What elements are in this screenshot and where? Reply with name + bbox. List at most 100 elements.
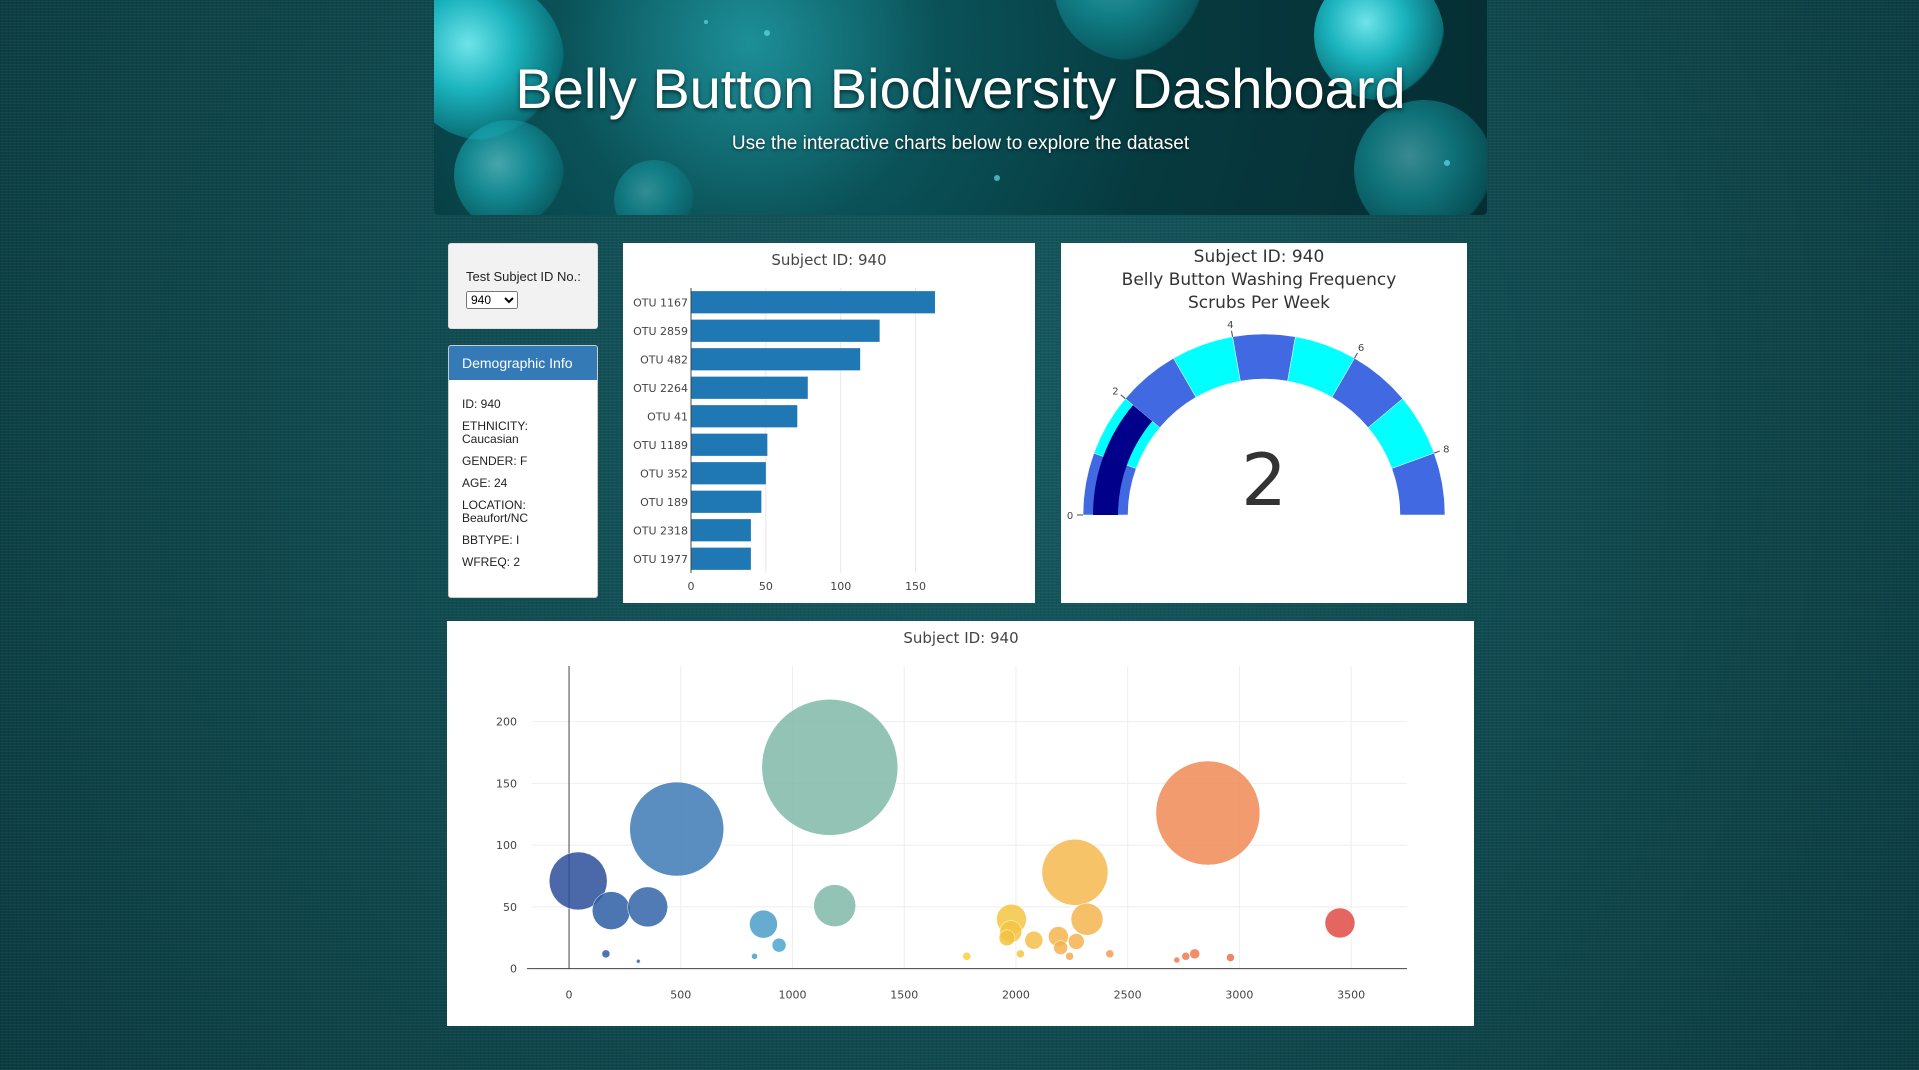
bubble-point [751,953,758,960]
demo-location: LOCATION: Beaufort/NC [462,498,529,525]
bar-category-label: OTU 482 [640,353,688,366]
bubble-point [749,909,778,939]
subject-selector-panel: Test Subject ID No.: 940 [448,243,598,329]
bar-category-label: OTU 2859 [633,325,688,338]
gauge-title-line: Subject ID: 940 [1194,247,1325,267]
virus-decoration [1314,0,1444,100]
gauge-band [1391,452,1446,516]
bubble-point [1155,760,1261,866]
bar-chart: Subject ID: 940 0 50 100 150 OTU 1167 OTU 2859… [633,251,936,593]
demo-bbtype: BBTYPE: I [462,533,520,547]
bar [691,433,768,456]
bar-x-tick-label: 0 [688,580,695,593]
gauge-tick [1120,394,1126,400]
bubble-point [627,886,668,928]
bubble-point [592,891,631,930]
spark-decoration [1444,160,1450,166]
bubble-point [1105,949,1115,959]
bubble-point [1053,940,1068,955]
virus-decoration [614,160,694,215]
bar-category-label: OTU 2264 [633,382,688,395]
bar-category-label: OTU 189 [640,496,688,509]
bubble-point [1324,907,1356,939]
bubble-point [998,929,1016,947]
bubble-chart-title: Subject ID: 940 [903,629,1018,647]
bubble-x-tick-label: 0 [566,989,573,1002]
subject-selector-label: Test Subject ID No.: [466,269,581,284]
virus-decoration [1354,100,1487,215]
bubble-point [548,851,608,911]
bubble-point [1226,953,1235,962]
spark-decoration [994,175,1000,181]
gauge-chart-panel: Subject ID: 940 Belly Button Washing Freq… [1061,243,1467,603]
demo-ethnicity: ETHNICITY: Caucasian [462,419,529,446]
spark-decoration [704,20,708,24]
bar-x-tick-label: 150 [905,580,926,593]
virus-decoration [454,120,564,215]
bubble-point [1024,930,1044,950]
bar [691,462,766,485]
demo-age: AGE: 24 [462,476,508,490]
bar-category-label: OTU 1977 [633,553,688,566]
gauge-tick [1354,352,1358,359]
bubble-point [1065,952,1074,961]
gauge-tick-label: 4 [1227,320,1233,331]
bar-x-tick-label: 50 [759,580,773,593]
bubble-x-tick-label: 3000 [1225,989,1253,1002]
demo-id: ID: 940 [462,397,501,411]
gauge-tick-label: 6 [1358,343,1364,354]
bubble-y-tick-label: 100 [496,839,517,852]
demographic-info-body: ID: 940 ETHNICITY: Caucasian GENDER: F A… [449,380,597,569]
bar [691,405,798,428]
subject-id-select[interactable]: 940 [466,291,518,309]
bubble-x-tick-label: 3500 [1337,989,1365,1002]
bar-x-tick-label: 100 [830,580,851,593]
gauge-tick-label: 2 [1112,386,1118,397]
gauge-value-label: 2 [1241,438,1287,522]
bubble-point [813,884,856,927]
bar [691,376,808,399]
gauge-tick-label: 8 [1443,445,1449,456]
bar-category-label: OTU 2318 [633,524,688,537]
demographic-info-panel: Demographic Info ID: 940 ETHNICITY: Cauc… [448,345,598,598]
bar [691,490,762,513]
bubble-x-tick-label: 2500 [1114,989,1142,1002]
bubble-point [1041,839,1109,906]
gauge-value-bar [1093,405,1153,515]
virus-decoration [1054,0,1204,60]
gauge-band [1232,333,1296,382]
bar-category-label: OTU 1167 [633,296,688,309]
bubble-point [1070,902,1104,936]
bar-chart-panel: Subject ID: 940 0 50 100 150 OTU 1167 OTU 2859… [623,243,1035,603]
bubble-y-tick-label: 50 [503,901,517,914]
bar-category-label: OTU 1189 [633,439,688,452]
demo-gender: GENDER: F [462,454,528,468]
bar [691,348,861,371]
bubble-point [1173,956,1181,964]
bar-chart-title: Subject ID: 940 [771,251,886,269]
demographic-info-title: Demographic Info [449,346,597,380]
bubble-y-tick-label: 0 [510,963,517,976]
bar-category-label: OTU 352 [640,467,688,480]
spark-decoration [764,30,770,36]
page-subtitle: Use the interactive charts below to expl… [731,133,1190,154]
bar [691,291,936,314]
demo-wfreq: WFREQ: 2 [462,555,521,569]
bubble-point [771,937,787,953]
bar [691,319,880,342]
header-banner: Belly Button Biodiversity Dashboard Use … [434,0,1487,215]
bubble-x-tick-label: 500 [670,989,691,1002]
bubble-point [1181,952,1191,961]
bubble-point [1189,948,1200,960]
gauge-tick [1433,450,1440,454]
bubble-chart-panel: Subject ID: 940 0 500 1000 1500 2000 2500 3000 3… [447,621,1474,1026]
gauge-tick-label: 0 [1067,511,1073,522]
bubble-point [761,699,899,836]
bubble-x-tick-label: 1500 [890,989,918,1002]
gauge-chart: Subject ID: 940 Belly Button Washing Freq… [1067,247,1450,522]
gauge-tick [1231,330,1234,337]
bubble-point [601,949,611,959]
bubble-x-tick-label: 1000 [778,989,806,1002]
bubble-x-tick-label: 2000 [1002,989,1030,1002]
bubble-point [962,952,972,961]
